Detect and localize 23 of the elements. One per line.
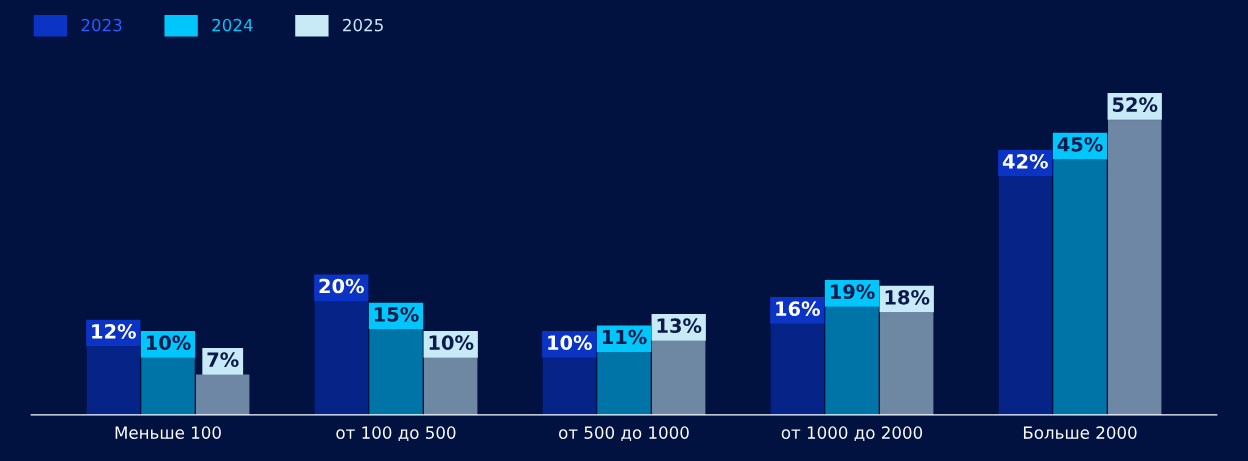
- data-label: 10%: [429, 335, 474, 351]
- legend-label: 2023: [81, 18, 122, 32]
- data-label: 12%: [92, 323, 136, 339]
- x-tick-label: от 100 до 500: [336, 426, 456, 441]
- data-label: 52%: [1112, 97, 1158, 112]
- data-label: 11%: [602, 329, 647, 345]
- data-label: 20%: [319, 278, 364, 294]
- data-label: 42%: [1002, 153, 1048, 169]
- data-label: 16%: [776, 301, 820, 317]
- legend-label: 2025: [343, 18, 383, 32]
- data-label: 15%: [374, 306, 419, 322]
- x-tick-label: Больше 2000: [1023, 426, 1137, 439]
- data-label: 18%: [885, 289, 930, 305]
- data-label: 13%: [657, 318, 702, 334]
- data-label: 7%: [207, 352, 239, 368]
- x-tick-label: от 500 до 1000: [559, 426, 689, 441]
- data-label: 10%: [548, 335, 592, 351]
- x-tick-label: Меньше 100: [115, 426, 221, 439]
- data-label: 10%: [146, 335, 191, 351]
- data-label: 45%: [1057, 136, 1103, 152]
- x-tick-label: от 1000 до 2000: [781, 426, 923, 441]
- data-label: 19%: [830, 284, 875, 300]
- legend-label: 2024: [212, 18, 253, 32]
